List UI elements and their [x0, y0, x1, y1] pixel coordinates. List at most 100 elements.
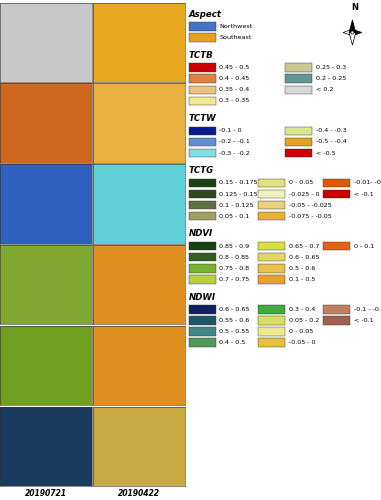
Bar	[258, 253, 285, 262]
Text: -0.1 - -0.05: -0.1 - -0.05	[354, 307, 381, 312]
Text: NDWI: NDWI	[189, 292, 216, 302]
Text: 0.2 - 0.25: 0.2 - 0.25	[315, 76, 346, 81]
Bar	[323, 190, 350, 198]
Bar	[189, 96, 216, 105]
Text: 0.45 - 0.5: 0.45 - 0.5	[219, 65, 250, 70]
Text: 0.15 - 0.175: 0.15 - 0.175	[219, 180, 258, 186]
Polygon shape	[349, 32, 356, 45]
Text: TCTW: TCTW	[189, 114, 216, 123]
Bar	[189, 86, 216, 94]
Bar	[189, 253, 216, 262]
Text: -0.5 - -0.4: -0.5 - -0.4	[315, 140, 346, 144]
Text: < 0.2: < 0.2	[315, 88, 333, 92]
Bar	[323, 316, 350, 324]
Text: < -0.1: < -0.1	[354, 318, 374, 323]
Text: 0.5 - 0.55: 0.5 - 0.55	[219, 329, 250, 334]
Text: 0.7 - 0.75: 0.7 - 0.75	[219, 277, 250, 282]
Text: 20190422: 20190422	[118, 489, 160, 498]
Bar	[189, 64, 216, 72]
Text: 0.25 - 0.3: 0.25 - 0.3	[315, 65, 346, 70]
Bar	[258, 178, 285, 187]
Text: 20190721: 20190721	[25, 489, 67, 498]
Text: 0.55 - 0.6: 0.55 - 0.6	[219, 318, 250, 323]
Bar	[189, 305, 216, 314]
Text: 0.35 - 0.4: 0.35 - 0.4	[219, 88, 250, 92]
Bar	[285, 74, 312, 83]
Text: 0.1 - 0.5: 0.1 - 0.5	[289, 277, 315, 282]
Text: -0.05 - -0.025: -0.05 - -0.025	[289, 202, 331, 207]
Bar	[258, 328, 285, 336]
Text: 0.75 - 0.8: 0.75 - 0.8	[219, 266, 250, 271]
Text: NDVI: NDVI	[189, 230, 213, 238]
Bar	[189, 138, 216, 146]
Text: 0.65 - 0.7: 0.65 - 0.7	[289, 244, 319, 248]
Text: TCTG: TCTG	[189, 166, 214, 175]
Text: 0 - 0.05: 0 - 0.05	[289, 329, 313, 334]
Bar	[189, 178, 216, 187]
Bar	[258, 264, 285, 272]
Text: < -0.1: < -0.1	[354, 192, 374, 196]
Text: 0 - 0.05: 0 - 0.05	[289, 180, 313, 186]
Text: 0 - 0.1: 0 - 0.1	[354, 244, 375, 248]
Text: < -0.5: < -0.5	[315, 150, 335, 156]
Bar	[323, 178, 350, 187]
Bar	[189, 338, 216, 347]
Bar	[323, 305, 350, 314]
Text: 0.6 - 0.65: 0.6 - 0.65	[289, 254, 319, 260]
Text: Southeast: Southeast	[219, 35, 252, 40]
Text: Northwest: Northwest	[219, 24, 253, 29]
Polygon shape	[349, 20, 356, 32]
Circle shape	[351, 31, 354, 34]
Bar	[258, 242, 285, 250]
Bar	[285, 138, 312, 146]
Text: -0.4 - -0.3: -0.4 - -0.3	[315, 128, 346, 134]
Bar	[189, 149, 216, 157]
Polygon shape	[352, 29, 362, 36]
Text: 0.8 - 0.85: 0.8 - 0.85	[219, 254, 250, 260]
Bar	[258, 305, 285, 314]
Bar	[189, 34, 216, 42]
Text: 0.05 - 0.2: 0.05 - 0.2	[289, 318, 319, 323]
Text: -0.025 - 0: -0.025 - 0	[289, 192, 319, 196]
Text: -0.1 - 0: -0.1 - 0	[219, 128, 242, 134]
Bar	[323, 242, 350, 250]
Text: -0.05 - 0: -0.05 - 0	[289, 340, 315, 345]
Bar	[258, 316, 285, 324]
Bar	[189, 22, 216, 31]
Bar	[189, 212, 216, 220]
Bar	[189, 126, 216, 135]
Text: -0.3 - -0.2: -0.3 - -0.2	[219, 150, 250, 156]
Text: 0.6 - 0.65: 0.6 - 0.65	[219, 307, 250, 312]
Text: -0.2 - -0.1: -0.2 - -0.1	[219, 140, 250, 144]
Bar	[258, 190, 285, 198]
Text: 0.3 - 0.35: 0.3 - 0.35	[219, 98, 250, 103]
Bar	[258, 275, 285, 283]
Text: N: N	[351, 4, 358, 13]
Bar	[189, 328, 216, 336]
Text: 0.4 - 0.45: 0.4 - 0.45	[219, 76, 250, 81]
Text: 0.05 - 0.1: 0.05 - 0.1	[219, 214, 250, 218]
Text: -0.075 - -0.05: -0.075 - -0.05	[289, 214, 331, 218]
Bar	[189, 264, 216, 272]
Text: -0.01- -0.075: -0.01- -0.075	[354, 180, 381, 186]
Bar	[189, 275, 216, 283]
Text: TCTB: TCTB	[189, 51, 213, 60]
Bar	[189, 190, 216, 198]
Text: 0.4 - 0.5: 0.4 - 0.5	[219, 340, 246, 345]
Bar	[285, 64, 312, 72]
Text: 0.5 - 0.6: 0.5 - 0.6	[289, 266, 315, 271]
Text: Aspect: Aspect	[189, 10, 222, 19]
Polygon shape	[343, 29, 352, 36]
Text: 0.1 - 0.125: 0.1 - 0.125	[219, 202, 254, 207]
Bar	[189, 201, 216, 209]
Bar	[258, 201, 285, 209]
Bar	[189, 74, 216, 83]
Bar	[285, 86, 312, 94]
Bar	[189, 242, 216, 250]
Bar	[258, 338, 285, 347]
Text: 0.3 - 0.4: 0.3 - 0.4	[289, 307, 315, 312]
Bar	[258, 212, 285, 220]
Text: 0.125 - 0.15: 0.125 - 0.15	[219, 192, 258, 196]
Text: 0.85 - 0.9: 0.85 - 0.9	[219, 244, 250, 248]
Bar	[285, 126, 312, 135]
